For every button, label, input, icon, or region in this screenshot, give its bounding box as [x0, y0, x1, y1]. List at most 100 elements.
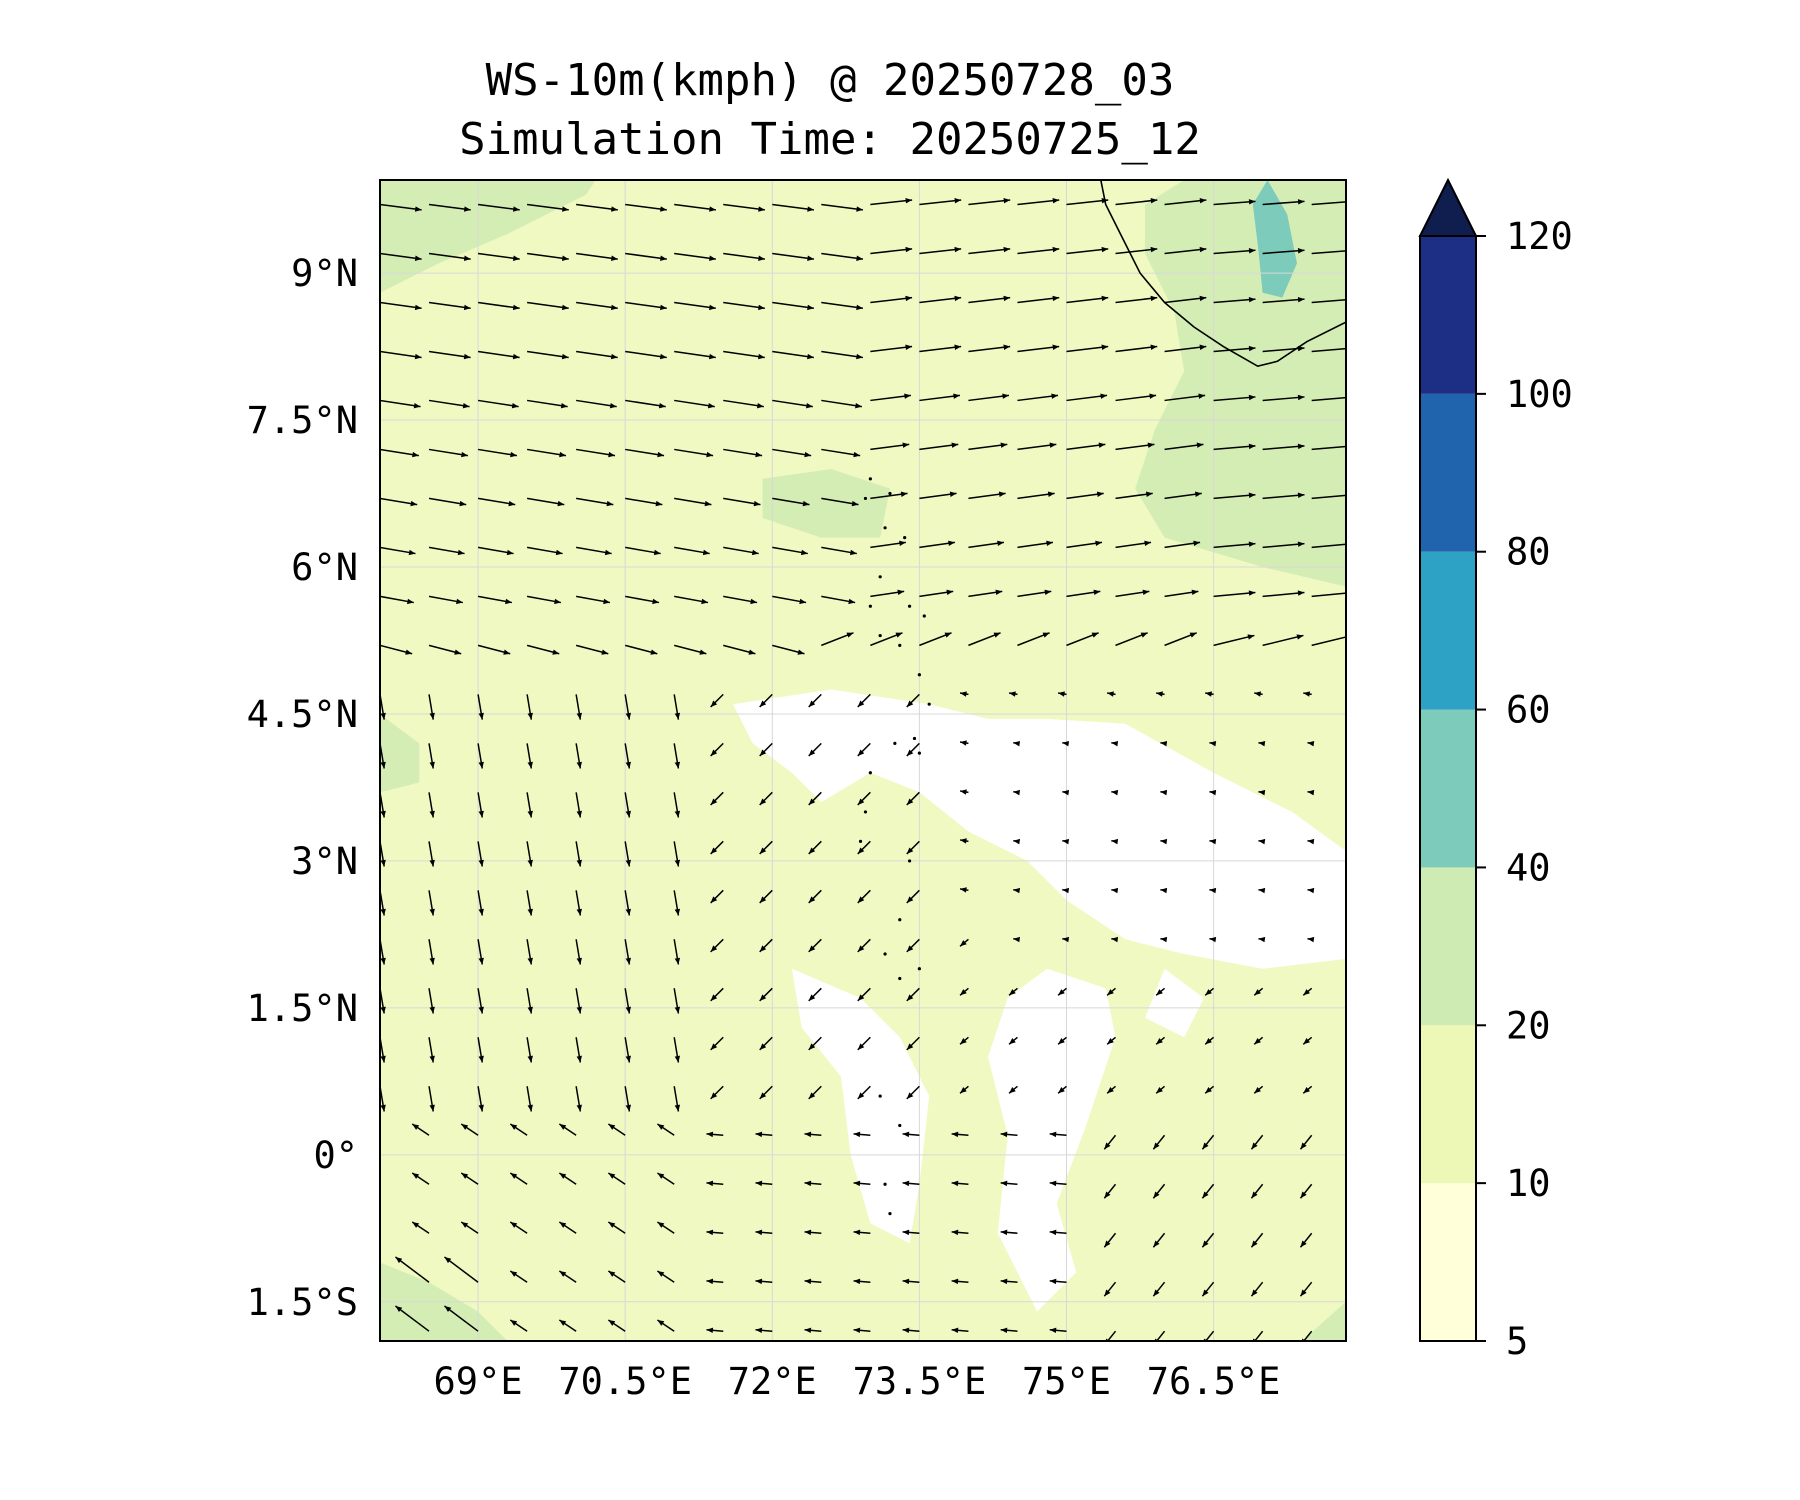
wind-arrow	[575, 792, 582, 818]
wind-arrow	[1350, 1282, 1361, 1296]
island-dot	[858, 839, 863, 843]
lat-tick-label-4: 3°N	[291, 840, 358, 883]
wind-arrow	[906, 1085, 920, 1100]
wind-arrow	[723, 252, 765, 261]
colorbar-segment-6	[1420, 236, 1476, 394]
wind-arrow	[673, 694, 681, 720]
wind-speed-shading	[380, 180, 1346, 1341]
wind-arrow	[625, 448, 665, 458]
wind-arrow	[575, 1086, 582, 1112]
wind-arrow	[723, 399, 764, 409]
wind-arrow	[1213, 443, 1256, 451]
wind-arrow	[1017, 246, 1060, 255]
wind-arrow	[624, 1037, 632, 1063]
wind-arrow	[959, 691, 969, 697]
wind-arrow	[1302, 1036, 1313, 1045]
wind-arrow	[1258, 936, 1266, 943]
wind-arrow	[575, 743, 582, 769]
wind-arrow	[1115, 442, 1155, 451]
wind-arrow	[509, 1172, 528, 1185]
island-dot	[863, 810, 868, 814]
wind-arrow	[759, 791, 773, 806]
wind-arrow	[625, 203, 667, 212]
wind-arrow	[526, 694, 533, 720]
wind-arrow	[1357, 741, 1364, 746]
wind-arrow	[428, 890, 435, 916]
wind-arrow	[558, 1172, 577, 1185]
wind-arrow	[1302, 1085, 1313, 1094]
wind-arrow	[1213, 296, 1256, 304]
wind-arrow	[1066, 198, 1109, 206]
island-dot	[883, 526, 887, 530]
colorbar-tick-label-0: 5	[1506, 1320, 1528, 1363]
wind-arrow	[759, 1036, 773, 1051]
colorbar-tick-label-7: 120	[1506, 215, 1573, 258]
wind-arrow	[1008, 691, 1018, 697]
wind-arrow	[394, 1305, 430, 1332]
wind-arrow	[656, 1270, 675, 1283]
wind-arrow	[656, 1221, 675, 1234]
wind-arrow	[477, 1086, 484, 1112]
wind-arrow	[1262, 394, 1305, 402]
wind-arrow	[1103, 1134, 1117, 1150]
island-dot	[922, 614, 926, 618]
wind-arrow	[1057, 1085, 1067, 1094]
wind-arrow	[706, 1180, 724, 1187]
wind-arrow	[1107, 691, 1116, 697]
wind-arrow	[428, 252, 471, 261]
wind-arrow	[804, 1327, 822, 1334]
wind-arrow	[1017, 540, 1054, 549]
wind-arrow	[1106, 1036, 1117, 1045]
wind-arrow	[380, 1134, 381, 1136]
wind-arrow	[673, 890, 681, 916]
wind-arrow	[1115, 540, 1152, 549]
wind-arrow	[706, 1131, 724, 1138]
wind-arrow	[380, 448, 419, 458]
wind-arrow	[624, 743, 632, 769]
wind-arrow	[1049, 1278, 1067, 1285]
india-coastline	[1100, 180, 1346, 368]
wind-arrow	[624, 792, 632, 818]
wind-arrow	[906, 987, 920, 1002]
wind-arrow	[477, 301, 520, 311]
wind-arrow	[706, 1327, 724, 1334]
wind-arrow	[460, 1123, 479, 1136]
wind-arrow	[1152, 1134, 1166, 1150]
longitude-tick-labels: 69°E 70.5°E 72°E 73.5°E 75°E 76.5°E	[434, 1360, 1281, 1403]
wind-arrow	[1115, 491, 1153, 500]
wind-arrow	[1160, 789, 1168, 796]
wind-arrow	[821, 546, 857, 556]
wind-arrow	[1066, 540, 1103, 549]
wind-arrow	[902, 1131, 920, 1138]
wind-arrow	[1262, 590, 1305, 598]
wind-arrow	[804, 1278, 822, 1285]
wind-arrow	[808, 693, 822, 708]
colorbar-segment-0	[1420, 1183, 1476, 1341]
wind-arrow	[968, 344, 1011, 353]
wind-arrow	[857, 791, 871, 806]
wind-arrow	[1164, 540, 1201, 549]
wind-arrow	[857, 938, 871, 953]
island-dot	[878, 575, 882, 579]
lat-tick-label-5: 1.5°N	[247, 987, 358, 1030]
wind-arrow	[380, 595, 414, 605]
wind-arrow	[673, 1037, 681, 1063]
wind-arrow	[772, 350, 814, 360]
wind-arrow	[673, 1086, 681, 1112]
wind-arrow	[1160, 936, 1168, 943]
wind-arrow	[959, 1036, 969, 1045]
wind-arrow	[1103, 1183, 1117, 1199]
wind-arrow	[576, 350, 618, 360]
wind-arrow	[1106, 1085, 1117, 1094]
wind-arrow	[772, 399, 813, 409]
wind-arrow	[1062, 740, 1070, 747]
wind-arrow	[380, 399, 421, 409]
wind-arrow	[1250, 1183, 1264, 1199]
wind-arrow	[710, 693, 724, 708]
wind-arrow	[1299, 1183, 1313, 1199]
island-dot	[907, 859, 912, 863]
wind-arrow	[1350, 1184, 1361, 1198]
wind-arrow	[380, 497, 418, 507]
lon-tick-label-0: 69°E	[434, 1360, 523, 1403]
wind-arrow	[380, 1281, 381, 1283]
